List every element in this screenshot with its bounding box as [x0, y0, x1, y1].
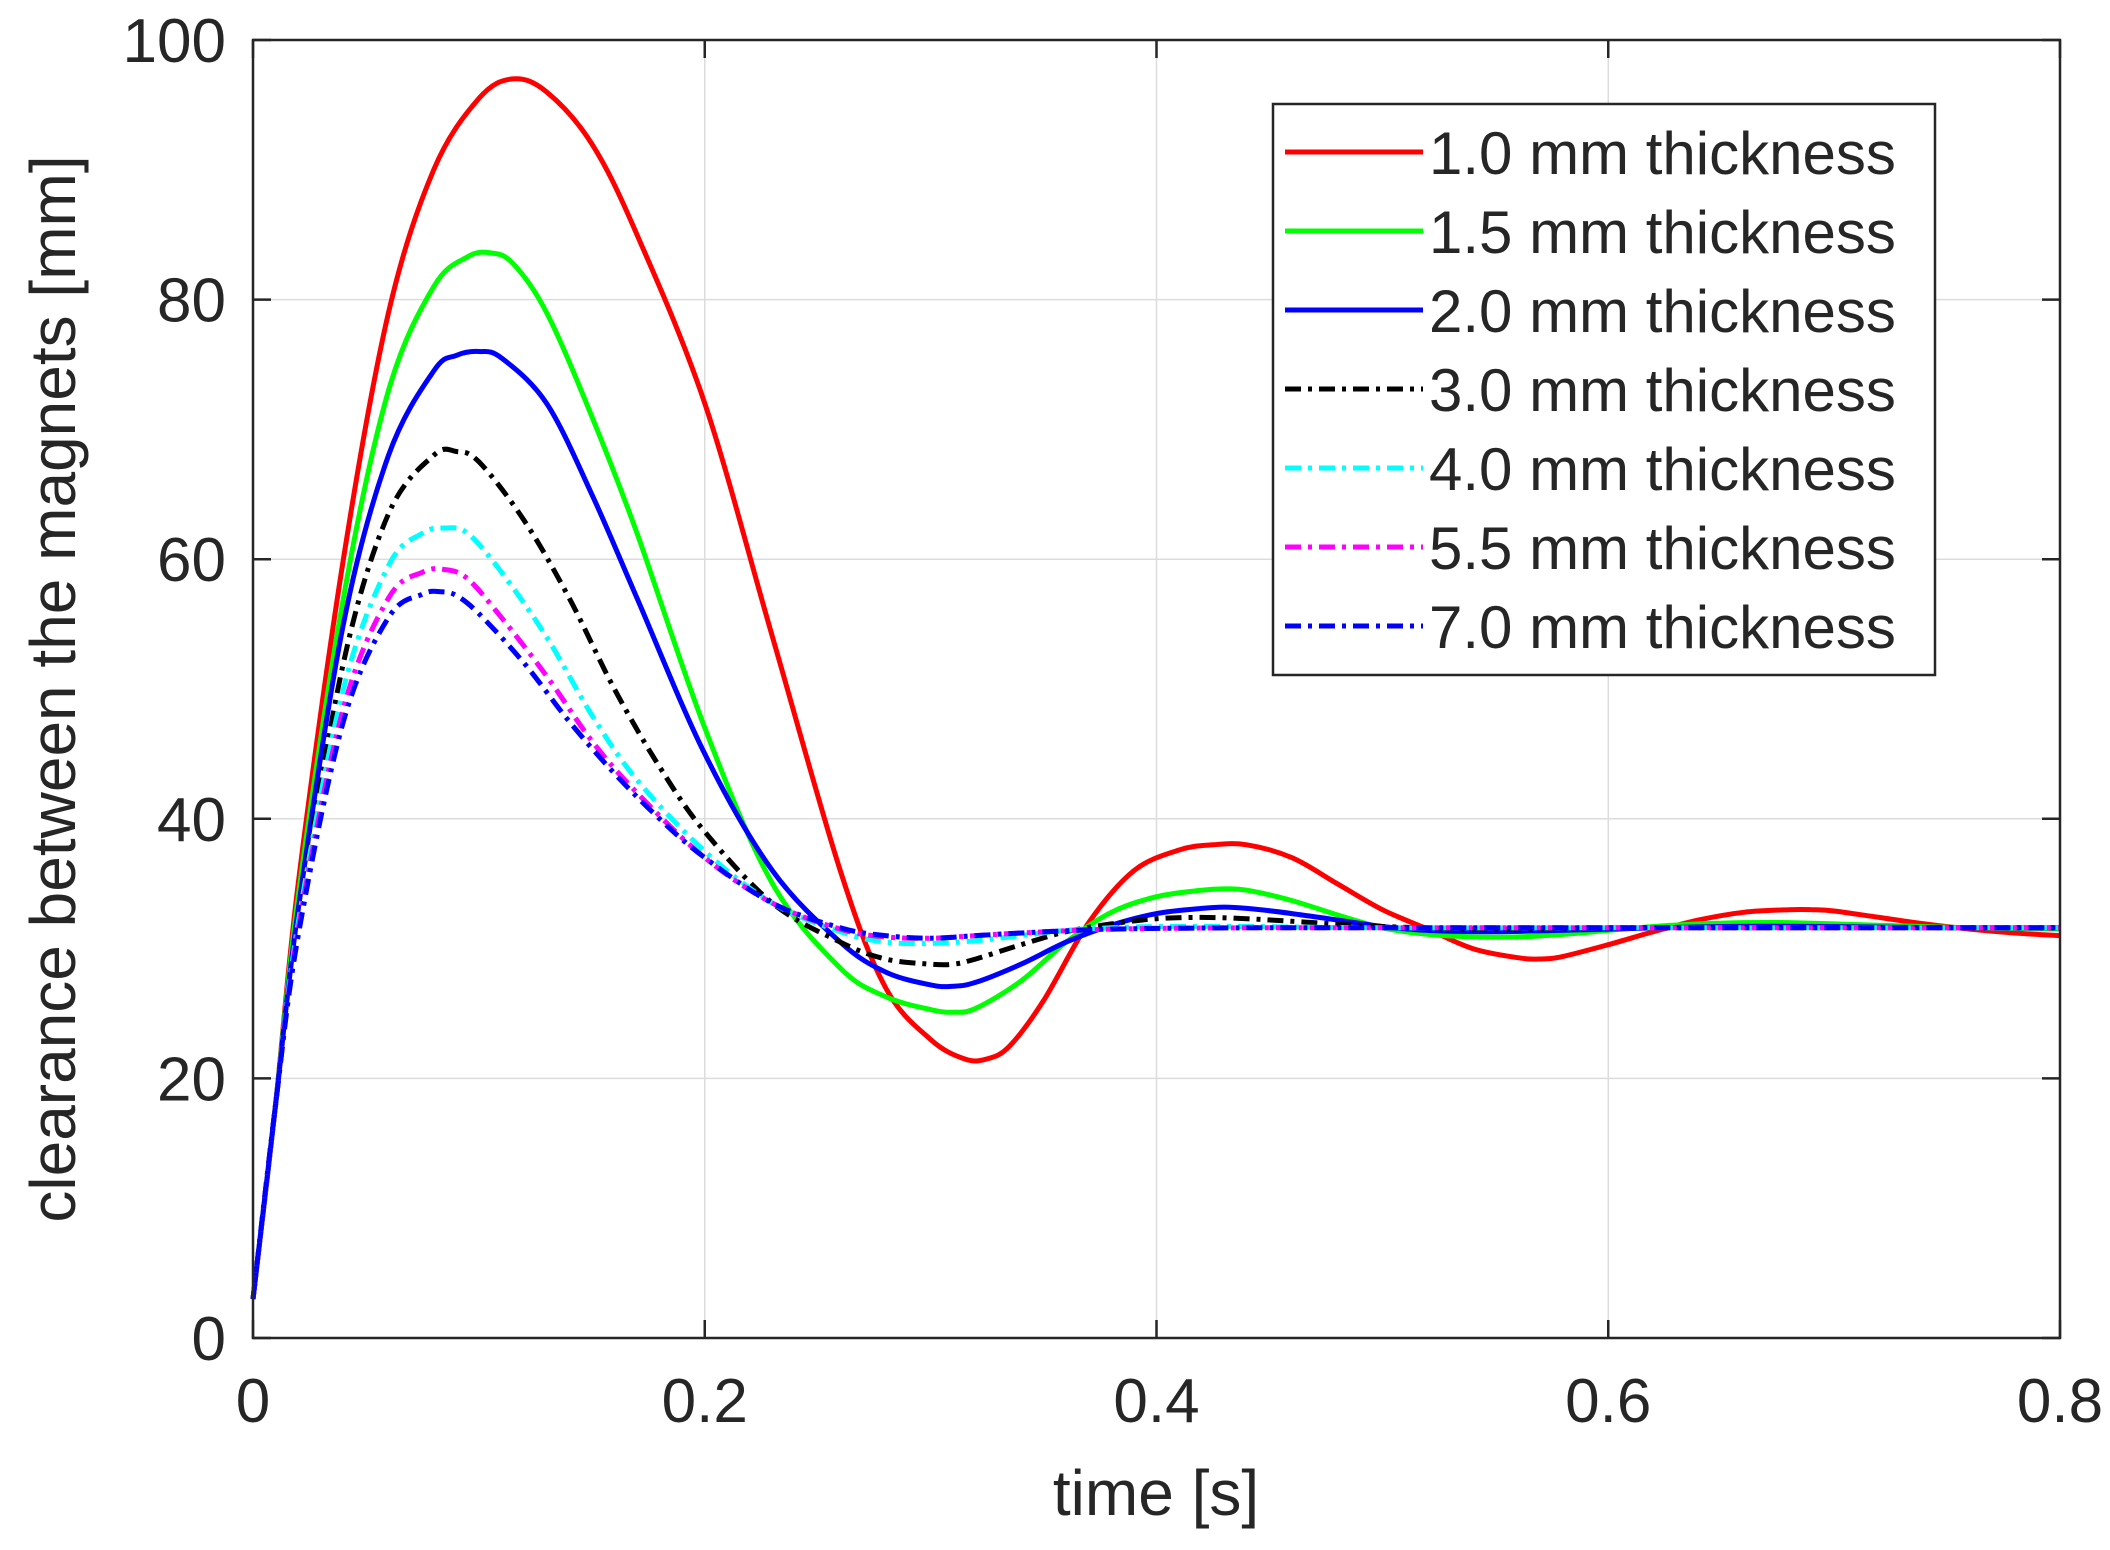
legend-label: 1.0 mm thickness [1429, 120, 1896, 187]
legend-label: 4.0 mm thickness [1429, 436, 1896, 503]
y-tick-label: 60 [157, 526, 226, 595]
legend-label: 3.0 mm thickness [1429, 357, 1896, 424]
x-tick-label: 0 [236, 1367, 270, 1436]
y-tick-label: 80 [157, 267, 226, 336]
legend-label: 1.5 mm thickness [1429, 199, 1896, 266]
series-line [250, 76, 2061, 1300]
y-tick-label: 40 [157, 786, 226, 855]
x-tick-label: 0.4 [1113, 1367, 1199, 1436]
x-tick-label: 0.2 [662, 1367, 748, 1436]
series-layer [250, 76, 2061, 1300]
axes-box [251, 38, 2062, 1340]
series-line [250, 446, 2060, 1300]
y-tick-labels: 0 20 40 60 80 100 [123, 7, 226, 1374]
y-tick-label: 20 [157, 1045, 226, 1114]
y-tick-label: 0 [192, 1305, 226, 1374]
y-tick-label: 100 [123, 7, 226, 76]
legend-box [1271, 102, 1937, 677]
series-line [250, 348, 2061, 1300]
x-tick-label: 0.6 [1565, 1367, 1651, 1436]
x-tick-labels: 0 0.2 0.4 0.6 0.8 [236, 1367, 2103, 1436]
legend-label: 2.0 mm thickness [1429, 278, 1896, 345]
legend: 1.0 mm thickness 1.5 mm thickness 2.0 mm t… [1271, 102, 1937, 677]
x-axis-label: time [s] [1053, 1457, 1259, 1529]
legend-label: 5.5 mm thickness [1429, 515, 1896, 582]
y-axis-label: clearance between the magnets [mm] [17, 155, 89, 1222]
series-line [250, 588, 2060, 1300]
x-tick-label: 0.8 [2017, 1367, 2103, 1436]
legend-label: 7.0 mm thickness [1429, 594, 1896, 661]
